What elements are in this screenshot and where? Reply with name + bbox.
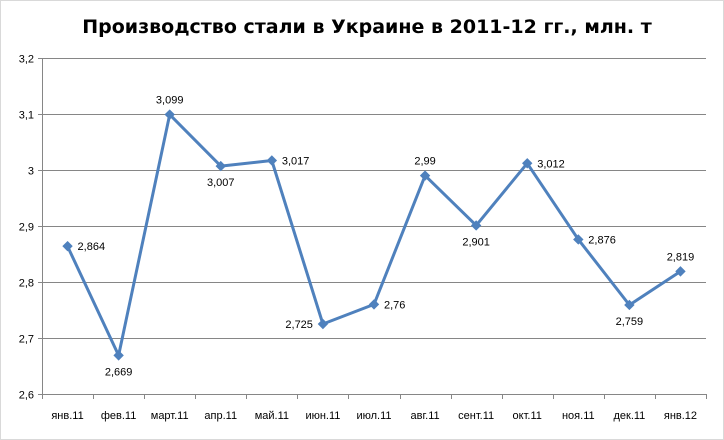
data-label: 2,876: [588, 234, 616, 246]
data-label: 2,76: [384, 299, 405, 311]
data-label: 2,99: [414, 156, 435, 168]
data-point-marker: [62, 240, 73, 252]
data-label: 2,819: [667, 251, 695, 263]
axes: [38, 58, 707, 399]
gridlines: [42, 58, 706, 339]
x-tick-label: авг.11: [411, 410, 440, 422]
y-tick-label: 2,7: [19, 334, 34, 346]
data-label: 2,725: [285, 319, 313, 331]
data-labels: 2,864 2,669 3,099 3,007 3,017 2,725 2,76 2,99 2,…: [78, 95, 695, 379]
x-tick-label: ноя.11: [562, 410, 595, 422]
data-label: 2,759: [616, 316, 644, 328]
y-tick-label: 3,1: [19, 110, 34, 122]
x-tick-label: янв.12: [664, 410, 697, 422]
data-label: 3,012: [537, 158, 565, 170]
data-point-marker: [113, 350, 124, 361]
data-point-marker: [215, 160, 226, 172]
y-axis-ticks: 2,6 2,7 2,8 2,9 3 3,1 3,2: [19, 54, 34, 402]
data-point-marker: [470, 220, 482, 231]
x-tick-label: апр.11: [204, 410, 237, 422]
data-point-marker: [164, 109, 175, 120]
x-tick-label: май.11: [255, 410, 289, 422]
y-tick-label: 3,2: [19, 54, 34, 66]
x-tick-label: июл.11: [356, 410, 391, 422]
data-point-marker: [368, 299, 380, 310]
x-tick-label: окт.11: [513, 410, 542, 422]
data-label: 3,099: [156, 95, 184, 107]
data-point-marker: [522, 158, 533, 169]
series-layer: [62, 109, 686, 361]
y-tick-label: 3: [28, 166, 34, 178]
x-tick-label: янв.11: [51, 410, 83, 422]
x-tick-label: июн.11: [305, 410, 340, 422]
x-tick-label: дек.11: [613, 410, 645, 422]
x-axis-ticks: янв.11 фев.11 март.11 апр.11 май.11 июн.11 июл…: [51, 410, 697, 422]
x-tick-label: сент.11: [458, 410, 494, 422]
data-label: 2,901: [462, 236, 490, 248]
chart-title: Производство стали в Украине в 2011-12 г…: [82, 16, 652, 38]
data-point-marker: [573, 234, 584, 245]
data-point-marker: [419, 170, 431, 181]
data-label: 2,864: [78, 241, 106, 253]
x-tick-label: март.11: [151, 410, 189, 422]
y-tick-label: 2,9: [19, 222, 34, 234]
data-point-marker: [675, 266, 686, 277]
y-tick-label: 2,8: [19, 278, 34, 290]
data-label: 3,007: [207, 177, 235, 189]
data-point-marker: [624, 299, 635, 311]
data-label: 2,669: [105, 366, 133, 378]
y-tick-label: 2,6: [19, 390, 34, 402]
data-point-marker: [317, 318, 329, 330]
data-label: 3,017: [282, 155, 310, 167]
data-point-marker: [266, 155, 278, 166]
x-tick-label: фев.11: [101, 410, 137, 422]
